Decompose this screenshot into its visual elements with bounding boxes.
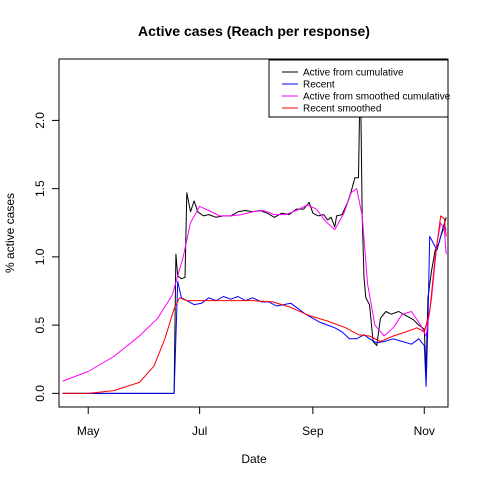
y-tick-label: 1.0 xyxy=(33,248,47,265)
x-tick-label: Sep xyxy=(302,424,324,438)
x-tick-label: Nov xyxy=(414,424,435,438)
series-line-recent-smoothed xyxy=(62,215,447,394)
x-tick-label: Jul xyxy=(192,424,207,438)
legend-label-active-from-smoothed-cumulative: Active from smoothed cumulative xyxy=(303,92,451,103)
legend-label-recent: Recent xyxy=(303,80,335,91)
series-line-recent xyxy=(62,226,447,394)
chart-title: Active cases (Reach per response) xyxy=(138,23,370,39)
y-tick-label: 2.0 xyxy=(33,112,47,129)
series-layer xyxy=(62,65,447,394)
x-tick-label: May xyxy=(77,424,100,438)
y-axis-label: % active cases xyxy=(3,193,17,273)
y-tick-label: 0.5 xyxy=(33,316,47,333)
y-axis: 0.0 0.5 1.0 1.5 2.0 xyxy=(33,112,60,402)
series-line-active-from-smoothed-cumulative xyxy=(62,188,447,382)
legend-label-recent-smoothed: Recent smoothed xyxy=(303,104,381,115)
legend-label-active-from-cumulative: Active from cumulative xyxy=(303,68,404,79)
y-tick-label: 1.5 xyxy=(33,180,47,197)
y-tick-label: 0.0 xyxy=(33,385,47,402)
legend-box xyxy=(268,59,449,118)
x-axis: May Jul Sep Nov xyxy=(77,406,435,438)
x-axis-label: Date xyxy=(241,452,267,466)
series-line-active-from-cumulative xyxy=(62,65,447,394)
